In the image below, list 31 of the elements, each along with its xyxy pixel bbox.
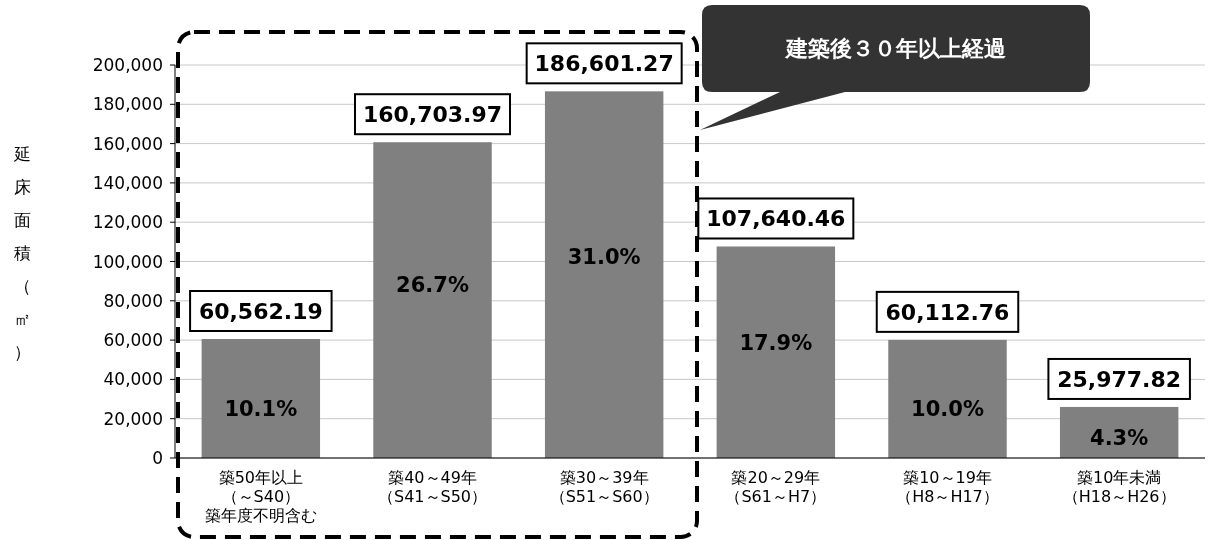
text: 建築後３０年以上経過 (784, 36, 1006, 61)
data-label: 186,601.27 (534, 51, 674, 77)
y-tick-label: 80,000 (103, 290, 163, 311)
y-tick-label: 100,000 (92, 251, 163, 272)
y-tick-label: 160,000 (92, 133, 163, 154)
data-label: 107,640.46 (706, 206, 846, 232)
data-label: 160,703.97 (362, 102, 503, 128)
annotation: 26.7% (396, 273, 469, 298)
x-tick-label: 築30～39年（S51～S60） (549, 468, 659, 506)
data-label: 25,977.82 (1057, 366, 1182, 392)
x-tick-label: 築50年以上（～S40）築年度不明含む (204, 468, 317, 525)
y-tick-label: 180,000 (92, 94, 163, 115)
y-tick-label: 120,000 (92, 212, 163, 233)
annotation: 4.3% (1090, 425, 1149, 450)
x-tick-label: 築10年未満（H18～H26） (1062, 468, 1176, 506)
data-label: 60,112.76 (885, 299, 1010, 325)
y-axis-title: 延床面積（㎡） (12, 144, 31, 362)
y-tick-label: 60,000 (103, 330, 163, 351)
annotation: 10.0% (911, 397, 984, 422)
annotation: 31.0% (567, 245, 641, 270)
annotation: 10.1% (224, 397, 298, 422)
x-tick-label: 築10～19年（H8～H17） (896, 468, 999, 506)
y-tick-label: 200,000 (92, 55, 163, 75)
y-tick-label: 0 (152, 448, 163, 468)
x-tick-label: 築40～49年（S41～S50） (377, 468, 488, 506)
y-tick-label: 140,000 (92, 172, 163, 193)
annotation: 17.9% (739, 330, 813, 355)
y-tick-label: 40,000 (103, 369, 163, 390)
y-tick-label: 20,000 (103, 408, 163, 429)
x-tick-label: 築20～29年（S61～H7） (725, 468, 827, 506)
data-label: 60,562.19 (198, 299, 323, 324)
